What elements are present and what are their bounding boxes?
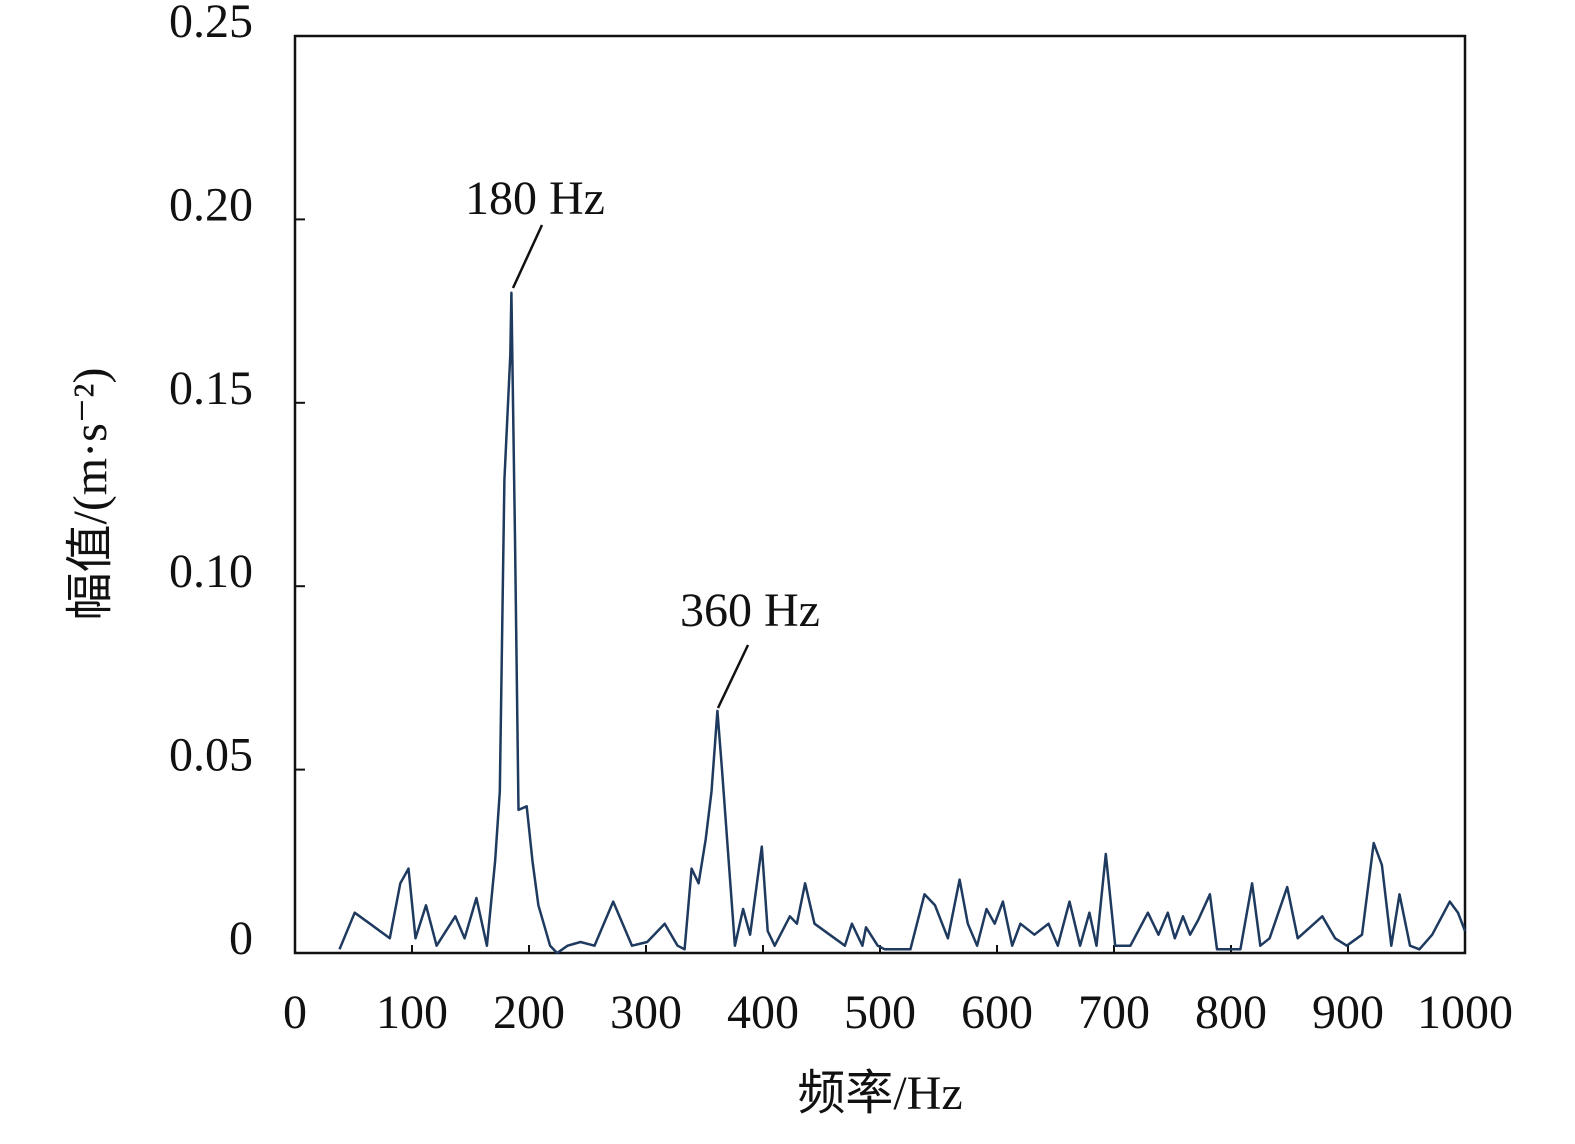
x-tick-label: 300 [610,986,682,1039]
peak-annotation: 360 Hz [680,584,820,637]
x-tick-label: 1000 [1417,986,1513,1039]
x-tick-label: 200 [493,986,565,1039]
y-tick-label: 0.05 [169,729,253,782]
annotation-leader [716,644,750,709]
x-tick-label: 500 [844,986,916,1039]
x-axis-label: 频率/Hz [797,1067,962,1120]
x-tick-label: 600 [961,986,1033,1039]
x-tick-label: 900 [1312,986,1384,1039]
y-tick-label: 0.25 [169,0,253,48]
x-tick-label: 700 [1078,986,1150,1039]
y-tick-label: 0.15 [169,362,253,415]
y-axis-label: 幅值/(m·s⁻²) [64,367,117,620]
y-tick-label: 0.20 [169,178,253,231]
x-tick-label: 100 [376,986,448,1039]
y-tick-label: 0.10 [169,545,253,598]
x-tick-label: 800 [1195,986,1267,1039]
y-tick-label: 0 [229,912,253,965]
spectrum-line [338,291,1467,955]
x-tick-label: 400 [727,986,799,1039]
annotation-leader [511,224,544,289]
peak-annotation: 180 Hz [465,172,605,225]
x-tick-label: 0 [283,986,307,1039]
